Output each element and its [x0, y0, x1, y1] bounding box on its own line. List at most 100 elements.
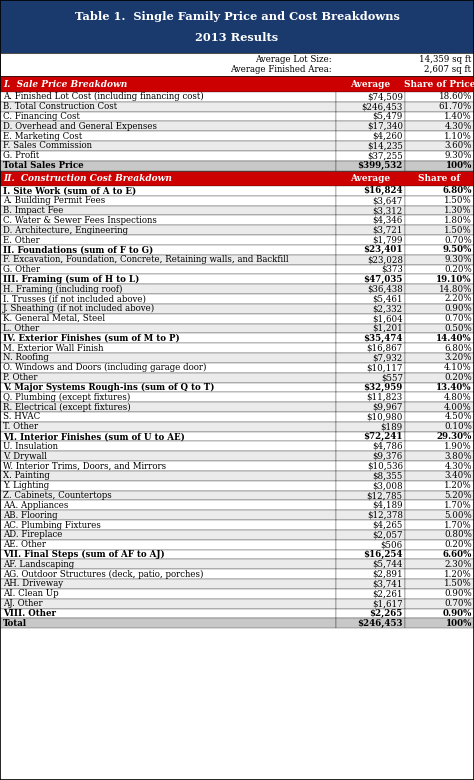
- FancyBboxPatch shape: [0, 530, 336, 540]
- Text: 2.30%: 2.30%: [445, 560, 472, 569]
- FancyBboxPatch shape: [336, 196, 405, 206]
- FancyBboxPatch shape: [336, 402, 405, 412]
- Text: AE. Other: AE. Other: [3, 541, 46, 549]
- Text: 14.80%: 14.80%: [438, 285, 472, 293]
- FancyBboxPatch shape: [0, 53, 474, 76]
- Text: $10,980: $10,980: [366, 413, 403, 421]
- Text: $4,346: $4,346: [373, 216, 403, 225]
- FancyBboxPatch shape: [336, 510, 405, 520]
- Text: AA. Appliances: AA. Appliances: [3, 501, 68, 510]
- FancyBboxPatch shape: [0, 275, 336, 284]
- FancyBboxPatch shape: [0, 501, 336, 510]
- Text: J. Sheathing (if not included above): J. Sheathing (if not included above): [3, 304, 155, 314]
- FancyBboxPatch shape: [405, 275, 474, 284]
- FancyBboxPatch shape: [0, 619, 336, 628]
- FancyBboxPatch shape: [336, 501, 405, 510]
- FancyBboxPatch shape: [336, 461, 405, 471]
- FancyBboxPatch shape: [0, 264, 336, 275]
- Text: 3.80%: 3.80%: [444, 452, 472, 461]
- Text: $23,401: $23,401: [363, 246, 403, 254]
- FancyBboxPatch shape: [405, 333, 474, 343]
- Text: I.  Sale Price Breakdown: I. Sale Price Breakdown: [3, 80, 127, 89]
- FancyBboxPatch shape: [336, 333, 405, 343]
- FancyBboxPatch shape: [0, 294, 336, 304]
- Text: F. Excavation, Foundation, Concrete, Retaining walls, and Backfill: F. Excavation, Foundation, Concrete, Ret…: [3, 255, 289, 264]
- Text: G. Profit: G. Profit: [3, 151, 39, 160]
- Text: 3.40%: 3.40%: [445, 471, 472, 480]
- FancyBboxPatch shape: [0, 471, 336, 480]
- Text: 13.40%: 13.40%: [437, 383, 472, 392]
- Text: Total Sales Price: Total Sales Price: [3, 161, 83, 170]
- Text: I. Trusses (if not included above): I. Trusses (if not included above): [3, 295, 146, 303]
- Text: $3,008: $3,008: [372, 481, 403, 490]
- FancyBboxPatch shape: [0, 131, 336, 141]
- FancyBboxPatch shape: [0, 343, 336, 353]
- FancyBboxPatch shape: [336, 122, 405, 131]
- FancyBboxPatch shape: [336, 589, 405, 599]
- FancyBboxPatch shape: [405, 589, 474, 599]
- FancyBboxPatch shape: [405, 151, 474, 161]
- Text: VII. Final Steps (sum of AF to AJ): VII. Final Steps (sum of AF to AJ): [3, 550, 165, 559]
- Text: $36,438: $36,438: [367, 285, 403, 293]
- FancyBboxPatch shape: [405, 264, 474, 275]
- FancyBboxPatch shape: [336, 131, 405, 141]
- FancyBboxPatch shape: [336, 314, 405, 324]
- FancyBboxPatch shape: [0, 314, 336, 324]
- Text: H. Framing (including roof): H. Framing (including roof): [3, 285, 122, 294]
- FancyBboxPatch shape: [0, 559, 336, 569]
- FancyBboxPatch shape: [405, 235, 474, 245]
- FancyBboxPatch shape: [405, 559, 474, 569]
- FancyBboxPatch shape: [336, 112, 405, 122]
- Text: II.  Construction Cost Breakdown: II. Construction Cost Breakdown: [3, 174, 172, 183]
- FancyBboxPatch shape: [0, 225, 336, 235]
- Text: 0.50%: 0.50%: [444, 324, 472, 333]
- Text: R. Electrical (except fixtures): R. Electrical (except fixtures): [3, 402, 131, 412]
- Text: A. Finished Lot Cost (including financing cost): A. Finished Lot Cost (including financin…: [3, 92, 204, 101]
- Text: $37,255: $37,255: [367, 151, 403, 160]
- FancyBboxPatch shape: [0, 245, 336, 255]
- Text: VI. Interior Finishes (sum of U to AE): VI. Interior Finishes (sum of U to AE): [3, 432, 185, 441]
- FancyBboxPatch shape: [405, 245, 474, 255]
- Text: $12,785: $12,785: [367, 491, 403, 500]
- Text: $246,453: $246,453: [357, 619, 403, 628]
- Text: 1.30%: 1.30%: [444, 206, 472, 215]
- FancyBboxPatch shape: [0, 550, 336, 559]
- FancyBboxPatch shape: [405, 422, 474, 431]
- FancyBboxPatch shape: [0, 333, 336, 343]
- Text: 0.90%: 0.90%: [444, 304, 472, 314]
- Text: AD. Fireplace: AD. Fireplace: [3, 530, 63, 539]
- Text: III. Framing (sum of H to L): III. Framing (sum of H to L): [3, 275, 139, 284]
- FancyBboxPatch shape: [405, 304, 474, 314]
- FancyBboxPatch shape: [0, 186, 336, 196]
- Text: 1.50%: 1.50%: [444, 197, 472, 205]
- Text: 1.40%: 1.40%: [444, 112, 472, 121]
- FancyBboxPatch shape: [405, 314, 474, 324]
- FancyBboxPatch shape: [336, 343, 405, 353]
- FancyBboxPatch shape: [336, 206, 405, 215]
- FancyBboxPatch shape: [336, 550, 405, 559]
- Text: 19.10%: 19.10%: [437, 275, 472, 284]
- FancyBboxPatch shape: [336, 599, 405, 608]
- FancyBboxPatch shape: [336, 304, 405, 314]
- Text: 1.80%: 1.80%: [444, 216, 472, 225]
- Text: $1,604: $1,604: [372, 314, 403, 323]
- FancyBboxPatch shape: [0, 0, 474, 53]
- Text: 14.40%: 14.40%: [436, 334, 472, 342]
- Text: 2013 Results: 2013 Results: [195, 32, 279, 43]
- Text: $557: $557: [381, 373, 403, 382]
- Text: AH. Driveway: AH. Driveway: [3, 580, 63, 588]
- Text: V. Major Systems Rough-ins (sum of Q to T): V. Major Systems Rough-ins (sum of Q to …: [3, 383, 215, 392]
- Text: $23,028: $23,028: [367, 255, 403, 264]
- Text: Q. Plumbing (except fixtures): Q. Plumbing (except fixtures): [3, 392, 130, 402]
- Text: 4.30%: 4.30%: [445, 122, 472, 131]
- FancyBboxPatch shape: [0, 161, 336, 171]
- FancyBboxPatch shape: [0, 304, 336, 314]
- FancyBboxPatch shape: [405, 441, 474, 452]
- FancyBboxPatch shape: [405, 161, 474, 171]
- FancyBboxPatch shape: [405, 491, 474, 501]
- Text: $8,355: $8,355: [373, 471, 403, 480]
- FancyBboxPatch shape: [405, 608, 474, 619]
- Text: 0.70%: 0.70%: [444, 599, 472, 608]
- Text: N. Roofing: N. Roofing: [3, 353, 49, 363]
- FancyBboxPatch shape: [336, 215, 405, 225]
